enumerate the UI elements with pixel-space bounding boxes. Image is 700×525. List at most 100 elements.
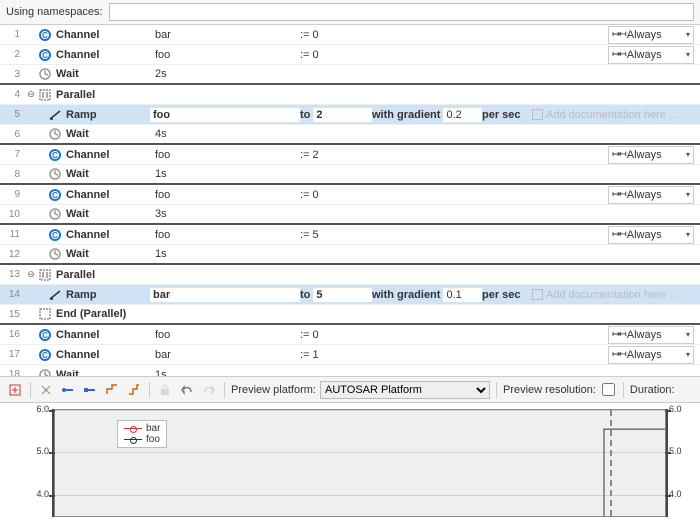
expand-toggle-icon[interactable]: ⊖ bbox=[27, 269, 35, 280]
chevron-down-icon: ▾ bbox=[686, 50, 690, 59]
channel-name[interactable]: foo bbox=[150, 149, 300, 161]
lock-icon[interactable] bbox=[156, 381, 174, 399]
gutter[interactable]: ⊖ bbox=[24, 269, 38, 280]
always-dropdown[interactable]: ↦↤Always▾ bbox=[608, 326, 694, 344]
channel-name[interactable]: foo bbox=[150, 229, 300, 241]
script-row[interactable]: 14Rampbarto5with gradient0.1per secAdd d… bbox=[0, 285, 700, 305]
cut-icon[interactable] bbox=[37, 381, 55, 399]
namespaces-input[interactable] bbox=[109, 3, 694, 21]
channel-value[interactable]: 0 bbox=[312, 189, 318, 201]
assign-op: := bbox=[300, 189, 309, 201]
channel-icon: C bbox=[48, 188, 62, 202]
channel-name[interactable]: foo bbox=[150, 189, 300, 201]
always-dropdown[interactable]: ↦↤Always▾ bbox=[608, 26, 694, 44]
expand-icon[interactable] bbox=[6, 381, 24, 399]
chevron-down-icon: ▾ bbox=[686, 190, 690, 199]
namespaces-label: Using namespaces: bbox=[6, 6, 103, 18]
channel-name[interactable]: foo bbox=[150, 329, 300, 341]
always-dropdown[interactable]: ↦↤Always▾ bbox=[608, 46, 694, 64]
ramp-to-value[interactable]: 2 bbox=[313, 108, 372, 122]
script-row[interactable]: 7CChannelfoo:=2↦↤Always▾ bbox=[0, 145, 700, 165]
expand-toggle-icon[interactable]: ⊖ bbox=[27, 89, 35, 100]
ramp-gradient[interactable]: 0.1 bbox=[443, 288, 482, 302]
gradient-label: with gradient bbox=[372, 109, 440, 121]
script-area[interactable]: 1CChannelbar:=0↦↤Always▾2CChannelfoo:=0↦… bbox=[0, 25, 700, 377]
always-dropdown[interactable]: ↦↤Always▾ bbox=[608, 186, 694, 204]
script-row[interactable]: 1CChannelbar:=0↦↤Always▾ bbox=[0, 25, 700, 45]
script-row[interactable]: 15End (Parallel) bbox=[0, 305, 700, 325]
node2-icon[interactable] bbox=[81, 381, 99, 399]
command-label: Channel bbox=[62, 229, 150, 241]
command-label: Wait bbox=[52, 68, 150, 80]
step1-icon[interactable] bbox=[103, 381, 121, 399]
channel-name[interactable]: bar bbox=[150, 349, 300, 361]
per-sec-label: per sec bbox=[482, 289, 526, 301]
script-row[interactable]: 9CChannelfoo:=0↦↤Always▾ bbox=[0, 185, 700, 205]
script-row[interactable]: 3Wait2s bbox=[0, 65, 700, 85]
svg-text:C: C bbox=[42, 331, 48, 340]
always-dropdown[interactable]: ↦↤Always▾ bbox=[608, 226, 694, 244]
script-row[interactable]: 17CChannelbar:=1↦↤Always▾ bbox=[0, 345, 700, 365]
wait-duration[interactable]: 2s bbox=[150, 68, 300, 80]
preview-platform-label: Preview platform: bbox=[231, 384, 316, 396]
channel-value[interactable]: 0 bbox=[312, 329, 318, 341]
channel-value[interactable]: 0 bbox=[312, 29, 318, 41]
script-row[interactable]: 5Rampfooto2with gradient0.2per secAdd do… bbox=[0, 105, 700, 125]
doc-placeholder[interactable]: Add documentation here ... bbox=[526, 289, 700, 301]
doc-checkbox[interactable] bbox=[532, 289, 543, 300]
command-label: Ramp bbox=[62, 109, 150, 121]
ramp-icon bbox=[48, 108, 62, 122]
command-label: Wait bbox=[62, 208, 150, 220]
channel-name[interactable]: foo bbox=[150, 49, 300, 61]
preview-platform-select[interactable]: AUTOSAR Platform bbox=[320, 381, 490, 399]
node-icon[interactable] bbox=[59, 381, 77, 399]
channel-icon: C bbox=[38, 28, 52, 42]
svg-text:C: C bbox=[42, 51, 48, 60]
chevron-down-icon: ▾ bbox=[686, 330, 690, 339]
always-dropdown[interactable]: ↦↤Always▾ bbox=[608, 346, 694, 364]
step2-icon[interactable] bbox=[125, 381, 143, 399]
script-row[interactable]: 11CChannelfoo:=5↦↤Always▾ bbox=[0, 225, 700, 245]
script-row[interactable]: 2CChannelfoo:=0↦↤Always▾ bbox=[0, 45, 700, 65]
line-number: 13 bbox=[0, 269, 24, 280]
script-row[interactable]: 12Wait1s bbox=[0, 245, 700, 265]
script-row[interactable]: 13⊖Parallel bbox=[0, 265, 700, 285]
wait-duration[interactable]: 1s bbox=[150, 248, 300, 260]
channel-value[interactable]: 1 bbox=[312, 349, 318, 361]
script-row[interactable]: 8Wait1s bbox=[0, 165, 700, 185]
channel-name[interactable]: bar bbox=[150, 29, 300, 41]
script-row[interactable]: 16CChannelfoo:=0↦↤Always▾ bbox=[0, 325, 700, 345]
wait-icon bbox=[38, 67, 52, 81]
ramp-to-value[interactable]: 5 bbox=[313, 288, 372, 302]
arrows-icon: ↦↤ bbox=[612, 49, 625, 60]
assign-op: := bbox=[300, 329, 309, 341]
arrows-icon: ↦↤ bbox=[612, 189, 625, 200]
svg-text:C: C bbox=[52, 231, 58, 240]
preview-resolution-checkbox[interactable] bbox=[602, 383, 615, 396]
channel-value[interactable]: 5 bbox=[312, 229, 318, 241]
script-row[interactable]: 6Wait4s bbox=[0, 125, 700, 145]
legend-item: bar bbox=[124, 423, 160, 434]
wait-duration[interactable]: 4s bbox=[150, 128, 300, 140]
gutter[interactable]: ⊖ bbox=[24, 89, 38, 100]
redo-icon[interactable] bbox=[200, 381, 218, 399]
ramp-gradient[interactable]: 0.2 bbox=[443, 108, 482, 122]
wait-duration[interactable]: 1s bbox=[150, 369, 300, 378]
script-row[interactable]: 18Wait1s bbox=[0, 365, 700, 377]
script-row[interactable]: 4⊖Parallel bbox=[0, 85, 700, 105]
ramp-target[interactable]: foo bbox=[150, 108, 300, 122]
always-dropdown[interactable]: ↦↤Always▾ bbox=[608, 146, 694, 164]
ramp-target[interactable]: bar bbox=[150, 288, 300, 302]
line-number: 1 bbox=[0, 29, 24, 40]
channel-value[interactable]: 2 bbox=[312, 149, 318, 161]
channel-value[interactable]: 0 bbox=[312, 49, 318, 61]
wait-duration[interactable]: 1s bbox=[150, 168, 300, 180]
doc-checkbox[interactable] bbox=[532, 109, 543, 120]
chart-legend: barfoo bbox=[117, 420, 167, 448]
undo-icon[interactable] bbox=[178, 381, 196, 399]
script-row[interactable]: 10Wait3s bbox=[0, 205, 700, 225]
doc-placeholder[interactable]: Add documentation here ... bbox=[526, 109, 700, 121]
wait-icon bbox=[48, 167, 62, 181]
wait-duration[interactable]: 3s bbox=[150, 208, 300, 220]
always-label: Always bbox=[627, 29, 662, 41]
